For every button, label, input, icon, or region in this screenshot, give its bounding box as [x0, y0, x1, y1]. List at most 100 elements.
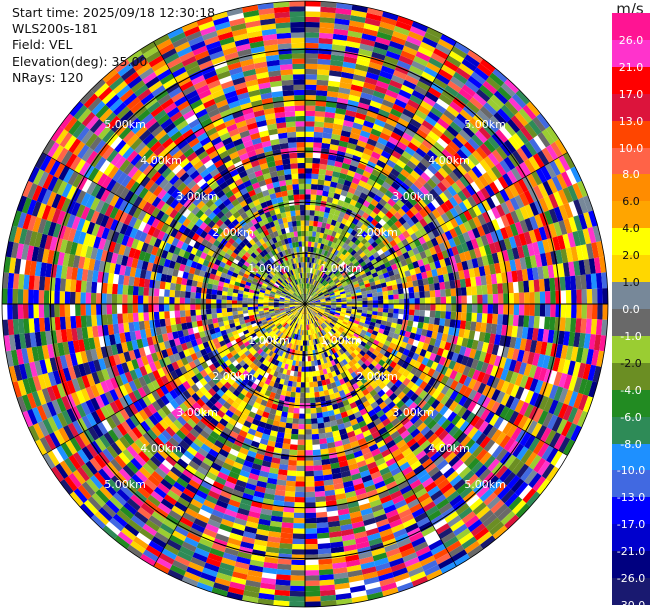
ppi-cell	[477, 304, 482, 313]
ppi-cell	[293, 413, 299, 419]
ppi-cell	[286, 476, 296, 482]
ppi-cell	[222, 312, 228, 317]
ppi-cell	[315, 116, 325, 122]
ppi-cell	[292, 554, 305, 560]
ppi-cell	[310, 205, 316, 211]
ppi-cell	[393, 289, 399, 294]
ppi-cell	[350, 585, 366, 593]
ppi-cell	[317, 533, 330, 539]
ppi-cell	[388, 295, 394, 300]
ppi-cell	[503, 293, 509, 304]
ppi-cell	[293, 523, 305, 529]
ppi-cell	[430, 290, 436, 297]
ppi-cell	[277, 564, 291, 570]
ppi-cell	[301, 377, 305, 382]
ppi-cell	[305, 586, 320, 592]
ppi-cell	[492, 314, 498, 324]
ppi-cell	[300, 393, 305, 398]
ppi-cell	[291, 560, 305, 566]
ppi-cell	[305, 74, 317, 80]
ppi-cell	[305, 382, 309, 387]
ppi-cell	[291, 565, 305, 571]
ppi-cell	[280, 538, 293, 544]
ppi-cell	[570, 318, 576, 333]
ppi-cell	[305, 147, 313, 152]
ppi-cell	[317, 185, 324, 191]
ppi-cell	[305, 497, 315, 503]
ppi-cell	[305, 434, 312, 439]
ppi-cell	[279, 543, 292, 549]
ppi-cell	[319, 164, 327, 170]
ppi-cell	[318, 548, 331, 554]
ppi-cell	[291, 429, 298, 435]
ppi-cell	[317, 527, 329, 533]
ppi-cell	[212, 313, 218, 318]
ppi-cell	[298, 366, 302, 372]
ppi-cell	[488, 294, 494, 304]
ppi-cell	[466, 287, 472, 296]
ppi-cell	[308, 361, 312, 366]
ppi-cell	[435, 304, 440, 311]
ppi-cell	[297, 455, 305, 460]
ppi-cell	[362, 307, 367, 311]
ppi-cell	[305, 534, 317, 540]
ppi-cell	[570, 276, 576, 291]
ppi-cell	[305, 153, 313, 158]
ppi-cell	[305, 205, 310, 210]
ppi-cell	[321, 143, 330, 149]
ppi-cell	[529, 304, 535, 316]
ppi-cell	[388, 313, 394, 318]
ppi-cell	[310, 398, 316, 404]
ppi-cell	[540, 291, 546, 304]
ppi-cell	[305, 502, 316, 508]
ppi-cell	[281, 527, 293, 533]
ppi-cell	[524, 304, 530, 316]
ppi-cell	[314, 211, 319, 217]
ppi-cell	[305, 508, 316, 514]
ppi-cell	[316, 90, 328, 96]
ppi-cell	[312, 434, 319, 440]
ppi-cell	[317, 418, 324, 424]
ppi-cell	[399, 294, 405, 300]
ppi-cell	[292, 418, 299, 424]
ppi-cell	[407, 320, 413, 327]
ppi-cell	[144, 320, 150, 329]
ppi-cell	[305, 440, 312, 446]
ppi-cell	[320, 22, 335, 28]
ppi-cell	[388, 290, 394, 295]
ppi-cell	[321, 196, 328, 202]
ppi-cell	[561, 304, 567, 318]
ppi-cell	[311, 189, 317, 195]
ppi-cell	[482, 313, 488, 323]
ppi-cell	[523, 281, 529, 293]
ppi-cell	[565, 276, 571, 290]
ppi-cell	[186, 316, 192, 323]
ppi-cell	[319, 433, 327, 439]
ppi-cell	[545, 291, 551, 304]
ppi-cell	[318, 174, 325, 180]
ppi-cell	[311, 424, 318, 430]
ppi-cell	[197, 320, 203, 327]
ppi-cell	[309, 377, 313, 383]
ppi-cell	[409, 293, 415, 299]
ppi-cell	[305, 106, 315, 112]
ppi-cell	[419, 291, 425, 298]
ppi-cell	[315, 111, 325, 117]
ppi-cell	[414, 310, 420, 316]
ppi-cell	[305, 539, 318, 545]
ppi-cell	[295, 497, 305, 503]
ppi-cell	[284, 396, 290, 402]
ppi-cell	[315, 106, 326, 112]
ppi-cell	[311, 418, 318, 424]
ppi-cell	[282, 443, 290, 449]
ppi-cell	[446, 296, 451, 304]
ppi-cell	[535, 292, 541, 304]
ppi-cell	[451, 304, 456, 312]
ppi-cell	[294, 518, 306, 524]
ppi-cell	[317, 190, 324, 196]
ppi-cell	[282, 522, 294, 528]
ppi-cell	[460, 320, 466, 329]
ppi-cell	[445, 311, 451, 319]
ppi-cell	[305, 476, 314, 481]
ppi-cell	[165, 318, 171, 326]
